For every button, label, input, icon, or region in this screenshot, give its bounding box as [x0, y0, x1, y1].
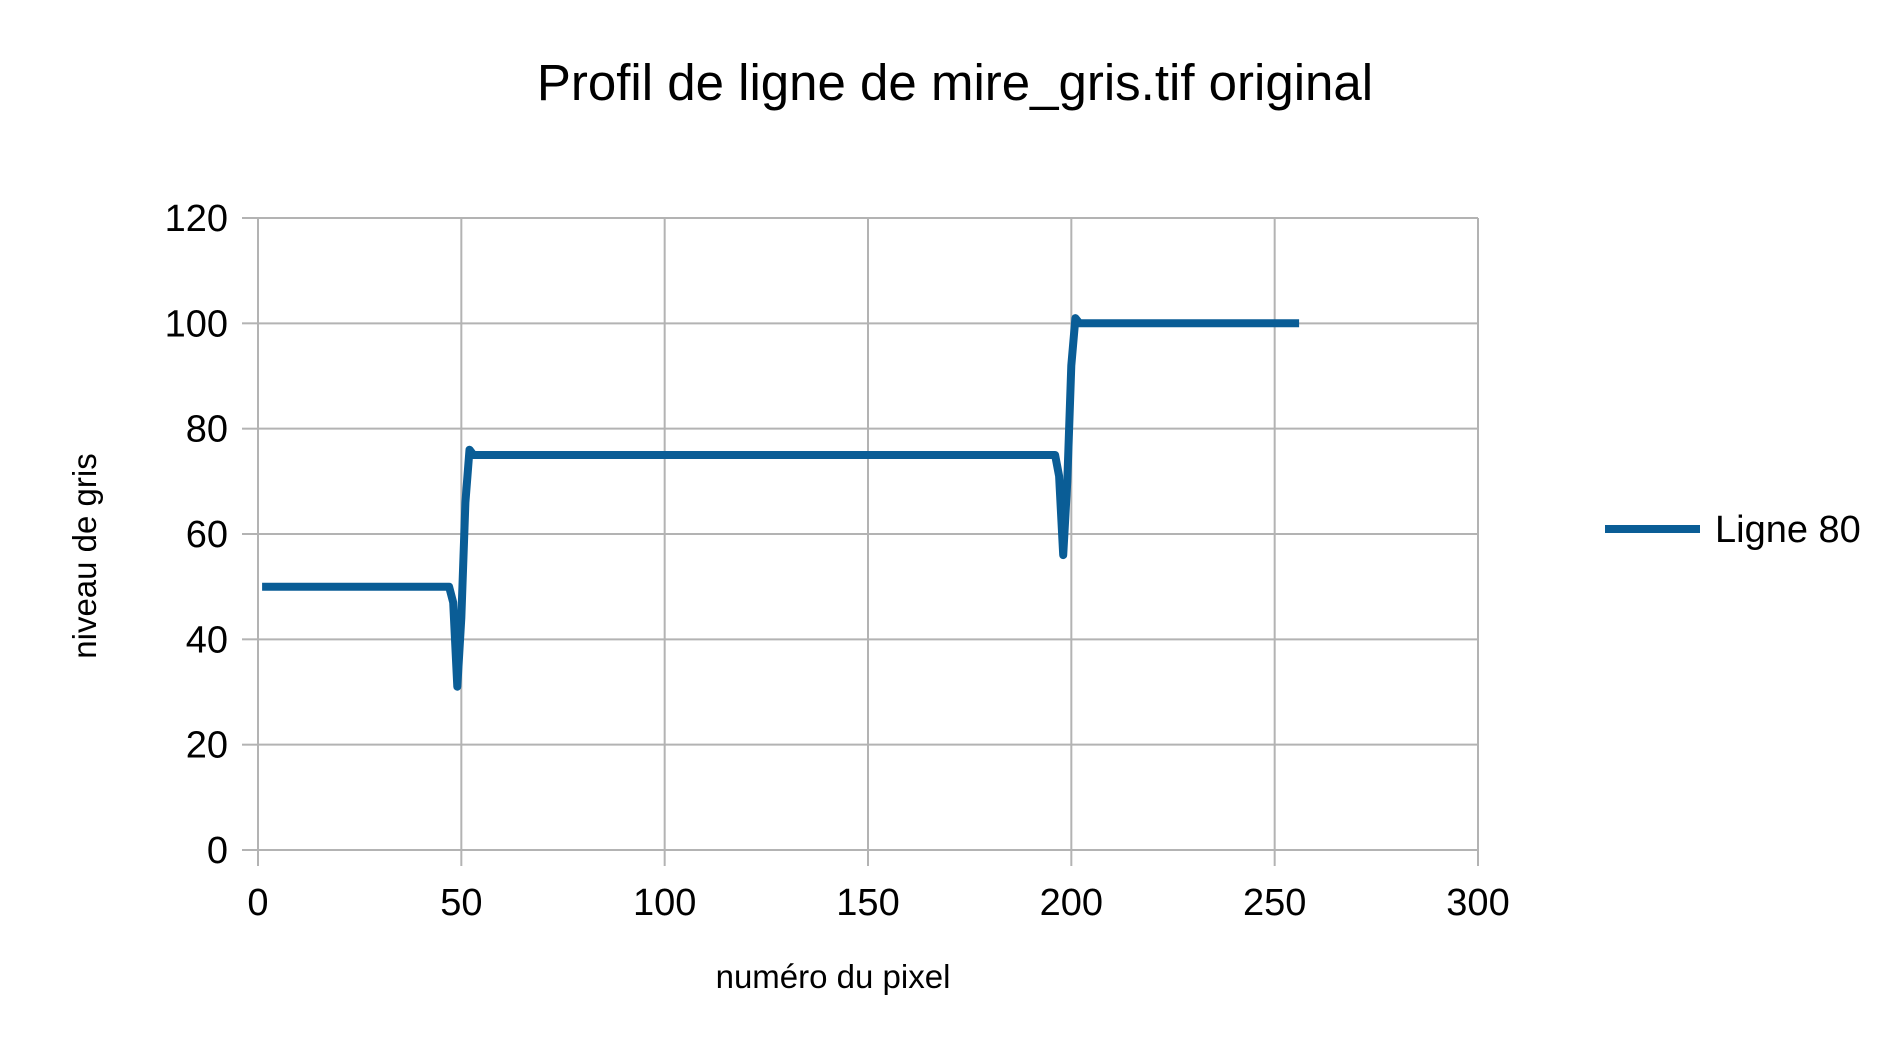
- legend: Ligne 80: [1605, 509, 1861, 551]
- y-axis-label: niveau de gris: [66, 453, 103, 658]
- y-tick-label: 20: [186, 725, 228, 767]
- x-tick-label: 200: [1040, 882, 1103, 924]
- x-tick-label: 300: [1446, 882, 1509, 924]
- x-tick-label: 100: [633, 882, 696, 924]
- y-tick-label: 40: [186, 619, 228, 661]
- axes: [242, 217, 1479, 866]
- chart-title: Profil de ligne de mire_gris.tif origina…: [537, 54, 1373, 111]
- y-tick-label: 100: [165, 303, 228, 345]
- x-tick-label: 150: [836, 882, 899, 924]
- legend-label: Ligne 80: [1715, 509, 1861, 551]
- y-axis-tick-labels: 0 20 40 60 80 100 120: [165, 198, 228, 872]
- x-tick-label: 250: [1243, 882, 1306, 924]
- y-tick-label: 80: [186, 409, 228, 451]
- series-line-ligne-80: [262, 314, 1300, 691]
- x-tick-label: 0: [247, 882, 268, 924]
- y-tick-label: 0: [207, 830, 228, 872]
- series-lines: [262, 314, 1300, 691]
- y-tick-label: 120: [165, 198, 228, 240]
- x-axis-tick-labels: 0 50 100 150 200 250 300: [247, 882, 1509, 924]
- x-tick-label: 50: [440, 882, 482, 924]
- x-axis-label: numéro du pixel: [716, 958, 951, 995]
- y-tick-label: 60: [186, 514, 228, 556]
